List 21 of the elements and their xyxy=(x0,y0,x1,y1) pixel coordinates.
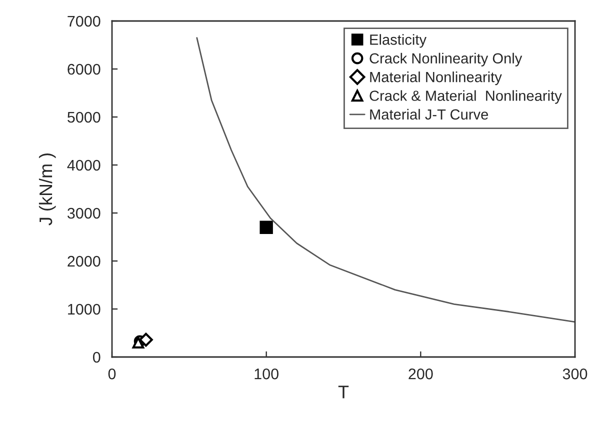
y-axis-title: J (kN/m ) xyxy=(38,154,56,226)
y-tick-label: 3000 xyxy=(67,208,100,219)
y-tick-label: 6000 xyxy=(68,64,100,75)
legend-label: Crack & Material Nonlinearity xyxy=(370,90,562,104)
y-tick-label: 4000 xyxy=(67,160,100,171)
y-tick-label: 7000 xyxy=(68,16,100,27)
y-tick-label: 1000 xyxy=(68,304,100,315)
x-tick-label: 0 xyxy=(108,368,116,380)
x-tick-label: 100 xyxy=(254,368,278,380)
y-tick-label: 0 xyxy=(92,352,100,363)
legend-label: Material Nonlinearity xyxy=(370,72,502,86)
point xyxy=(139,332,153,347)
legend-label: Crack Nonlinearity Only xyxy=(370,52,522,66)
legend-label: Elasticity xyxy=(370,34,427,48)
y-tick-label: 5000 xyxy=(68,112,100,123)
point xyxy=(260,220,273,234)
x-tick-label: 300 xyxy=(562,368,588,380)
legend-label: Material J-T Curve xyxy=(370,108,488,120)
y-tick-label: 2000 xyxy=(68,256,100,267)
x-tick-label: 200 xyxy=(408,368,433,380)
x-axis-title: T xyxy=(338,386,349,398)
